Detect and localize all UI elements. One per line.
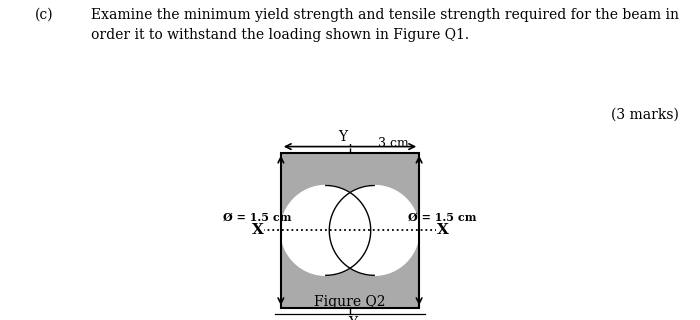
Circle shape	[281, 186, 371, 275]
Bar	[281, 153, 419, 308]
Bar	[281, 153, 419, 308]
Text: Ø = 1.5 cm: Ø = 1.5 cm	[408, 212, 477, 223]
Text: Y: Y	[339, 130, 348, 144]
Circle shape	[329, 186, 419, 275]
Text: X: X	[437, 223, 449, 237]
Text: Examine the minimum yield strength and tensile strength required for the beam in: Examine the minimum yield strength and t…	[91, 8, 679, 42]
Text: (c): (c)	[35, 8, 54, 22]
Text: 3 cm: 3 cm	[377, 137, 408, 150]
Text: Ø = 1.5 cm: Ø = 1.5 cm	[223, 212, 292, 223]
Text: Y: Y	[348, 316, 357, 320]
Text: Figure Q2: Figure Q2	[314, 295, 386, 309]
Text: (3 marks): (3 marks)	[611, 108, 679, 122]
Text: X: X	[251, 223, 263, 237]
